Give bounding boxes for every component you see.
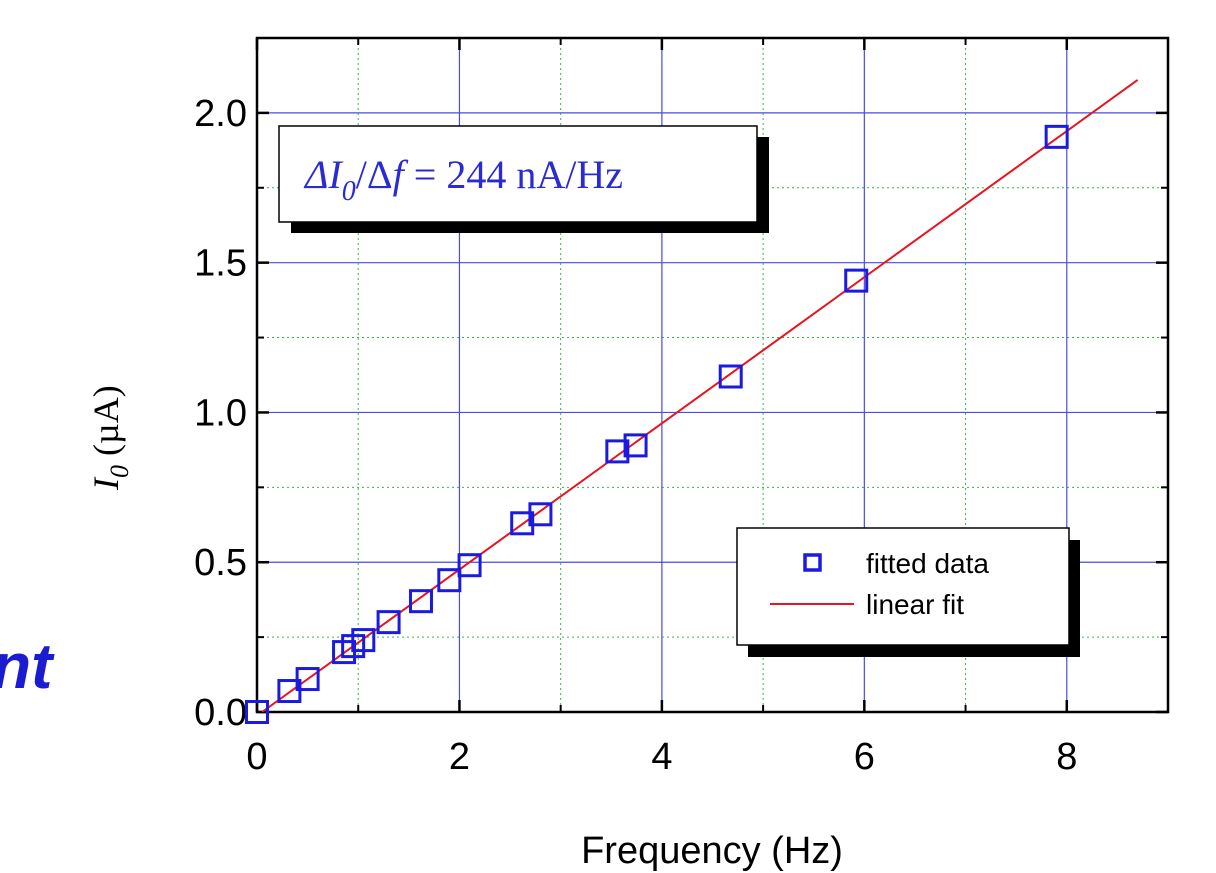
y-axis-title: I0 (µA) bbox=[86, 385, 134, 491]
legend-label-fitted-data: fitted data bbox=[866, 548, 989, 579]
x-tick-label: 2 bbox=[449, 736, 470, 778]
data-point-marker bbox=[457, 553, 482, 578]
x-tick-label: 0 bbox=[246, 736, 267, 778]
annotation-delta-i: ΔI bbox=[303, 152, 343, 197]
legend-marker-square bbox=[803, 553, 822, 572]
data-point-marker bbox=[605, 439, 630, 464]
data-markers bbox=[245, 124, 1069, 724]
data-point-marker bbox=[437, 568, 462, 593]
annotation-box bbox=[278, 125, 758, 223]
y-tick-label: 1.5 bbox=[194, 243, 247, 285]
y-axis-subscript: 0 bbox=[105, 465, 134, 478]
data-point-marker bbox=[623, 433, 648, 458]
legend: fitted data linear fit bbox=[736, 527, 1080, 657]
x-tick-label: 4 bbox=[651, 736, 672, 778]
axis-ticks bbox=[255, 38, 1169, 714]
y-tick-label: 1.0 bbox=[194, 392, 247, 434]
annotation-rest: = 244 nA/Hz bbox=[404, 152, 623, 197]
annotation-slash-df: /Δ bbox=[356, 152, 393, 197]
x-tick-labels: 0 2 4 6 8 bbox=[246, 736, 1077, 778]
legend-label-linear-fit: linear fit bbox=[866, 589, 964, 620]
data-point-marker bbox=[1044, 124, 1069, 149]
data-point-marker bbox=[510, 511, 535, 536]
y-tick-label: 0.5 bbox=[194, 542, 247, 584]
data-point-marker bbox=[528, 502, 553, 527]
cutoff-slide-text: nt bbox=[0, 630, 55, 702]
data-point-marker bbox=[295, 667, 320, 692]
x-tick-label: 8 bbox=[1056, 736, 1077, 778]
plot-frame bbox=[255, 36, 1170, 714]
legend-box bbox=[736, 527, 1070, 646]
data-point-marker bbox=[351, 628, 376, 653]
y-axis-unit: (µA) bbox=[86, 385, 126, 465]
x-tick-label: 6 bbox=[854, 736, 875, 778]
data-point-marker bbox=[245, 700, 269, 724]
y-tick-label: 0.0 bbox=[194, 692, 247, 734]
y-tick-labels: 0.0 0.5 1.0 1.5 2.0 bbox=[194, 93, 247, 734]
slope-annotation: ΔI0/Δf = 244 nA/Hz bbox=[278, 125, 769, 233]
x-axis-title: Frequency (Hz) bbox=[581, 830, 843, 872]
linear-fit-line bbox=[261, 79, 1139, 712]
annotation-sub: 0 bbox=[342, 176, 356, 207]
data-point-marker bbox=[844, 268, 869, 293]
data-point-marker bbox=[408, 589, 433, 614]
y-tick-label: 2.0 bbox=[194, 93, 247, 135]
data-point-marker bbox=[718, 364, 743, 389]
annotation-text: ΔI0/Δf = 244 nA/Hz bbox=[303, 152, 623, 207]
data-point-marker bbox=[376, 610, 401, 635]
y-axis-symbol: I bbox=[86, 476, 126, 491]
